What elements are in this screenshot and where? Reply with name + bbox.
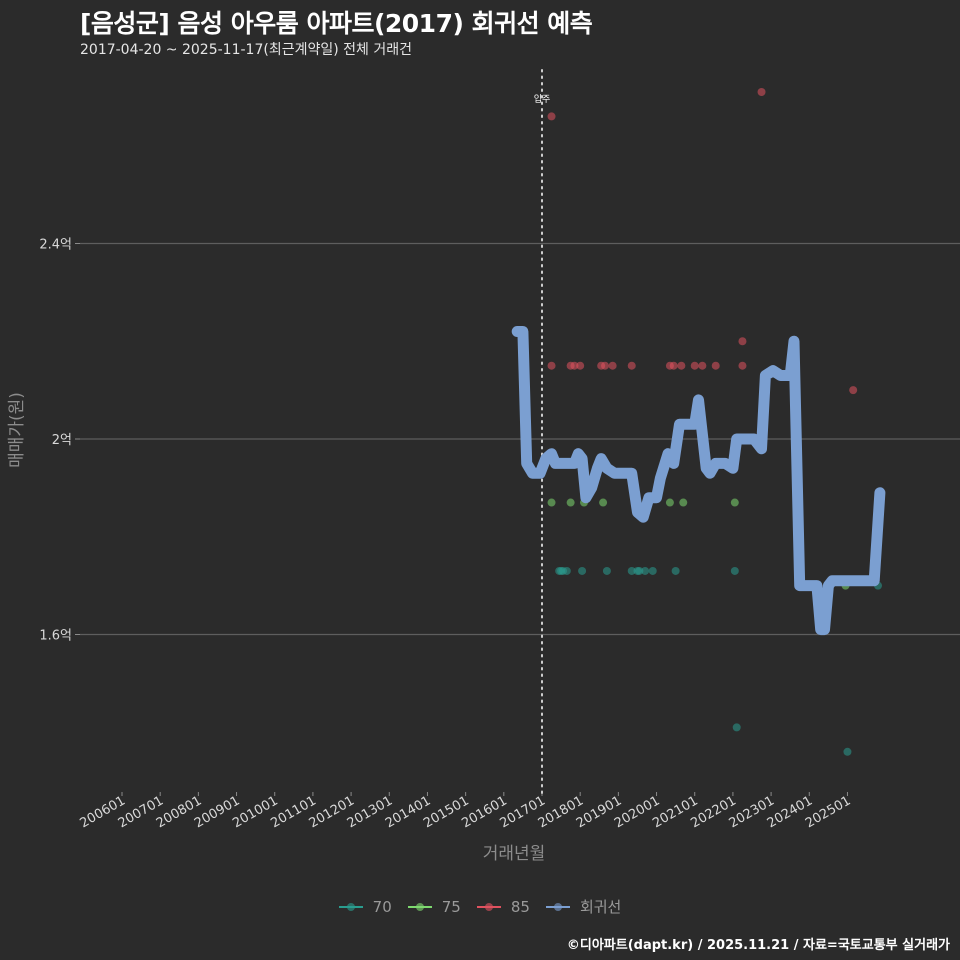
data-point	[669, 361, 678, 370]
data-point	[665, 498, 674, 507]
y-tick-label: 2억	[52, 433, 72, 448]
data-point	[570, 361, 579, 370]
legend-key-icon	[338, 901, 363, 913]
legend-label: 70	[372, 897, 392, 916]
data-point	[547, 361, 556, 370]
data-point	[690, 361, 699, 370]
data-point	[599, 498, 608, 507]
data-point	[601, 361, 609, 370]
legend-key-icon	[407, 901, 432, 913]
legend-item-85: 85	[476, 897, 530, 916]
data-point	[738, 337, 747, 346]
y-axis-ticks: 1.6억 2억 2.4억	[39, 238, 80, 644]
data-point	[566, 498, 575, 507]
data-point	[730, 566, 739, 575]
data-point	[576, 361, 585, 370]
data-point	[578, 566, 587, 575]
legend: 70 75 85 회귀선	[0, 896, 960, 917]
data-point	[547, 112, 556, 121]
data-point	[730, 498, 739, 507]
data-point	[843, 747, 852, 756]
chart-title: [음성군] 음성 아우룸 아파트(2017) 회귀선 예측	[80, 9, 593, 38]
data-point	[648, 566, 657, 575]
scatter-points	[547, 87, 882, 756]
data-point	[677, 361, 686, 370]
data-point	[641, 566, 650, 575]
legend-label: 75	[441, 897, 461, 916]
data-point	[602, 566, 611, 575]
y-axis-title: 매매가(원)	[7, 392, 27, 468]
data-point	[627, 361, 636, 370]
legend-item-70: 70	[338, 897, 392, 916]
move-in-label: 입주	[534, 93, 551, 105]
data-point	[849, 386, 858, 395]
chart-subtitle: 2017-04-20 ~ 2025-11-17(최근계약일) 전체 거래건	[80, 42, 412, 58]
legend-item-regression: 회귀선	[545, 896, 622, 917]
regression-line	[511, 326, 886, 636]
data-point	[635, 566, 644, 575]
data-point	[608, 361, 617, 370]
data-point	[711, 361, 720, 370]
data-point	[698, 361, 707, 370]
data-point	[738, 361, 747, 370]
y-tick-label: 2.4억	[39, 238, 72, 253]
data-point	[679, 498, 688, 507]
data-point	[671, 566, 680, 575]
data-point	[627, 566, 636, 575]
data-point	[562, 566, 571, 575]
x-axis-title: 거래년월	[483, 844, 546, 864]
data-point	[757, 87, 766, 96]
legend-label: 85	[510, 897, 530, 916]
data-point	[732, 723, 741, 732]
gridlines	[80, 242, 960, 636]
y-tick-label: 1.6억	[39, 629, 72, 644]
legend-label: 회귀선	[579, 898, 622, 916]
legend-item-75: 75	[407, 897, 461, 916]
data-point	[547, 498, 556, 507]
legend-key-icon	[545, 901, 570, 913]
source-caption: ©디아파트(dapt.kr) / 2025.11.21 / 자료=국토교통부 실…	[566, 938, 950, 953]
legend-key-icon	[476, 901, 501, 913]
x-axis-ticks: 2006012007012008012009012010012011012012…	[78, 792, 853, 831]
